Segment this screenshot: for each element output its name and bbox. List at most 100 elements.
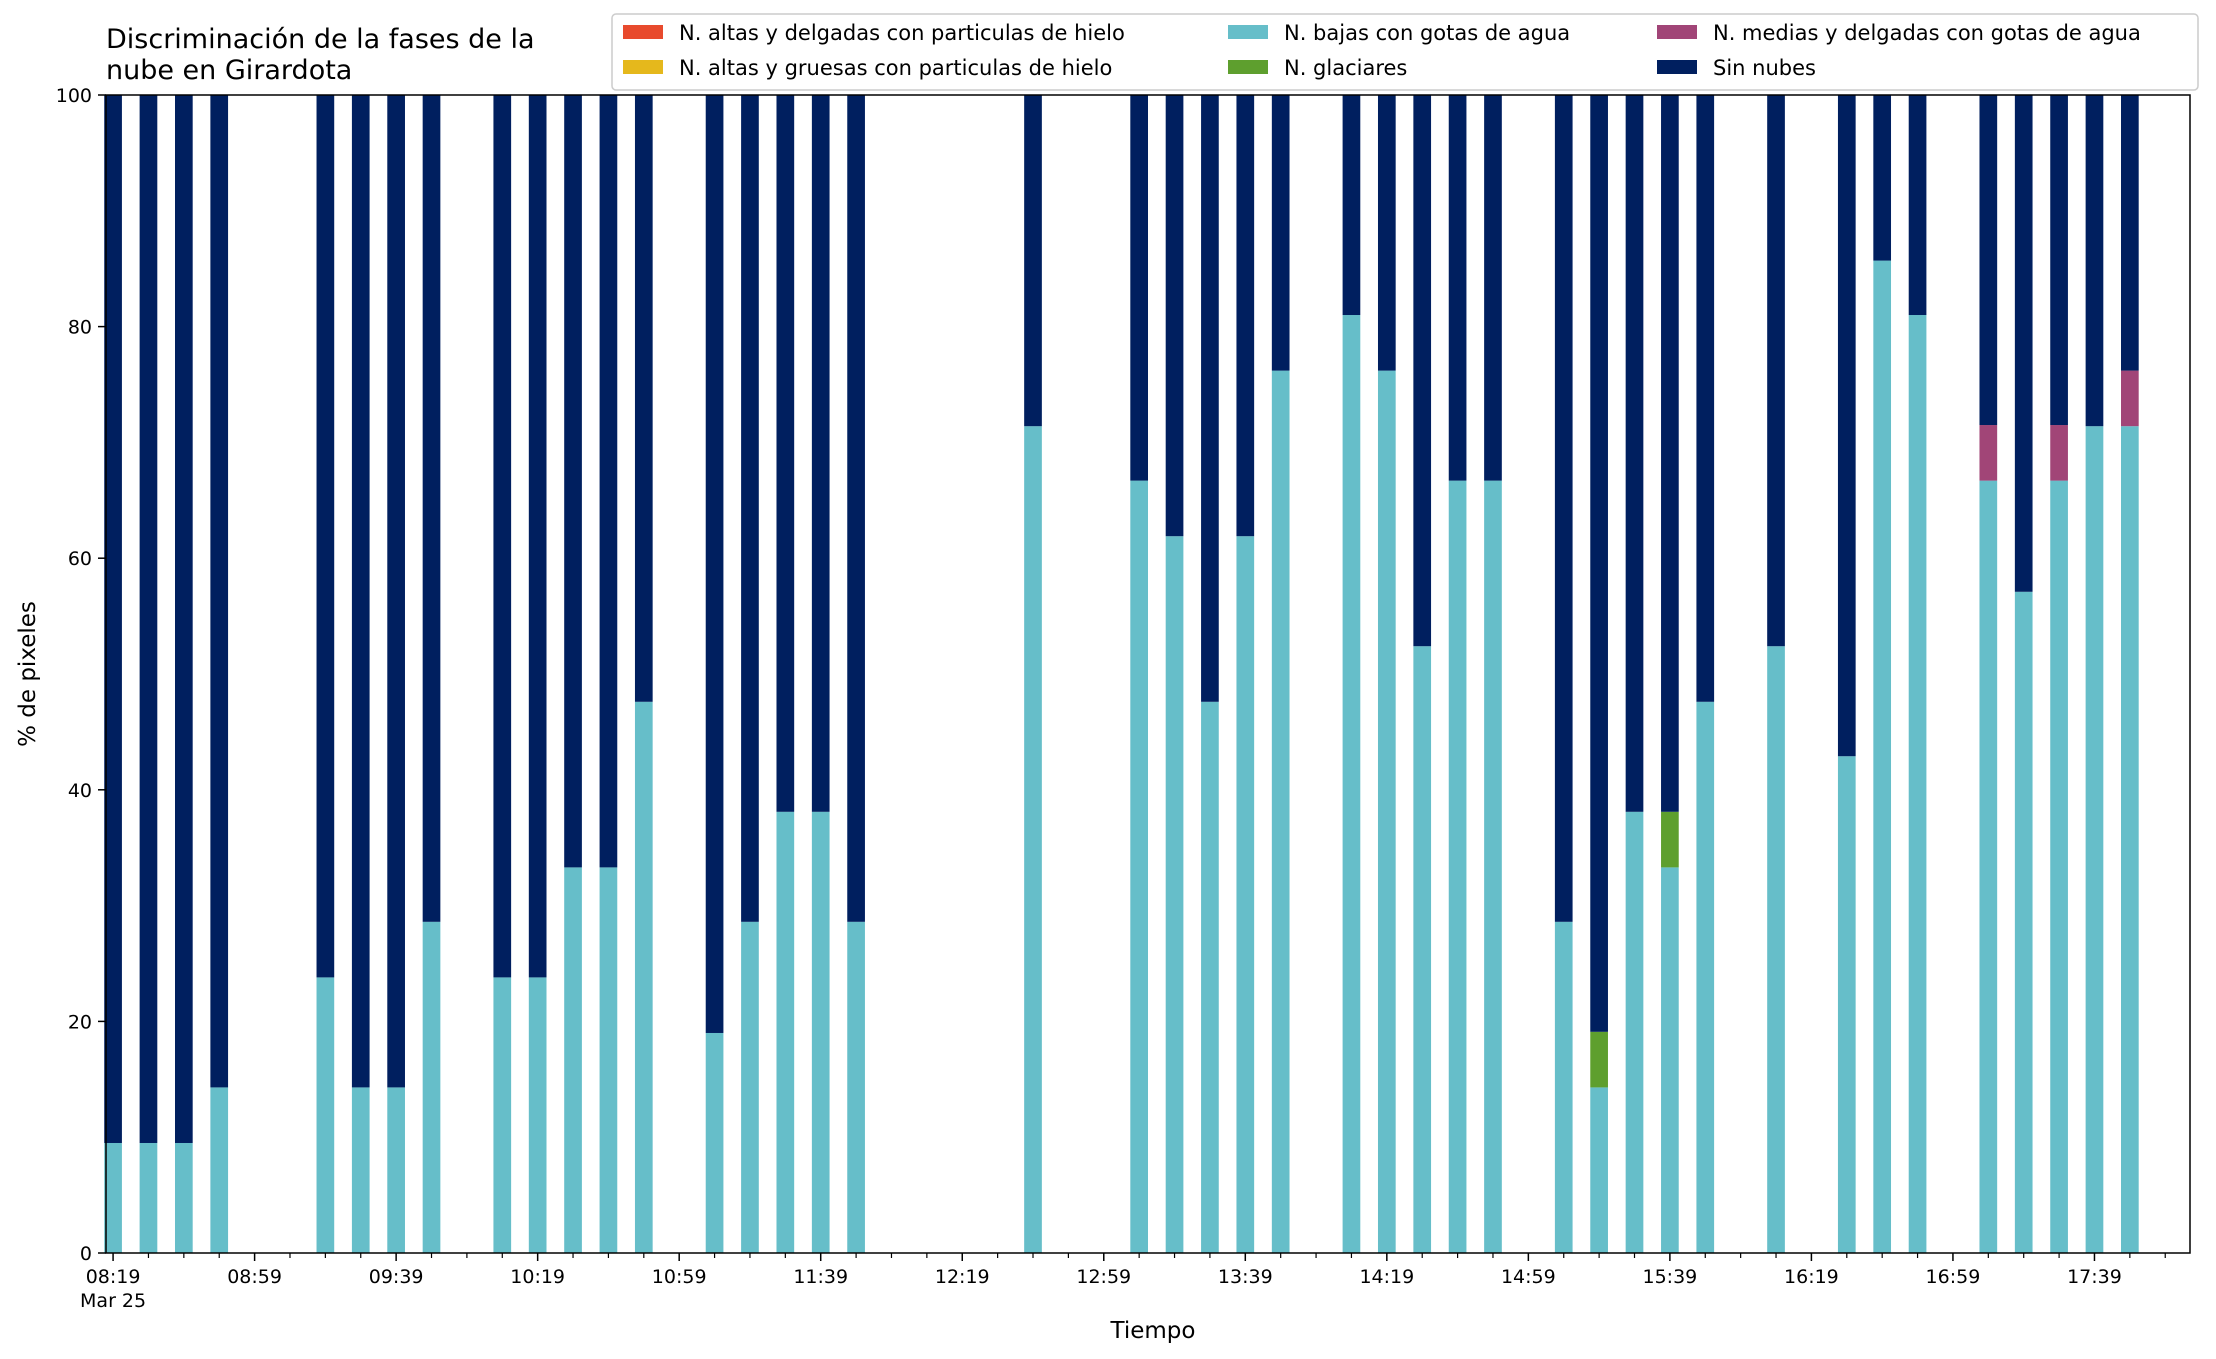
bar-segment-n_bajas (2121, 426, 2139, 1253)
y-tick-label: 20 (68, 1011, 92, 1033)
bar-segment-sin_nubes (2014, 95, 2033, 592)
bar-segment-sin_nubes (1979, 95, 1998, 426)
legend-label-n_altas_gruesas: N. altas y gruesas con particulas de hie… (679, 56, 1112, 80)
y-tick-label: 40 (68, 780, 92, 802)
bar-segment-n_bajas (2085, 426, 2104, 1253)
bar-segment-n_bajas (741, 921, 759, 1253)
x-tick-label: 15:39 (1643, 1266, 1698, 1288)
bar-segment-sin_nubes (1661, 95, 1679, 812)
legend-label-n_medias: N. medias y delgadas con gotas de agua (1713, 21, 2141, 45)
x-tick-label: 08:19 (86, 1266, 141, 1288)
bar-segment-sin_nubes (1130, 95, 1148, 481)
x-tick-label: 10:19 (510, 1266, 565, 1288)
bar-segment-sin_nubes (1024, 95, 1042, 427)
bar-segment-n_bajas (847, 921, 865, 1253)
bar-segment-n_bajas (1696, 701, 1715, 1253)
x-tick-label: 14:59 (1501, 1266, 1556, 1288)
bar-segment-n_bajas (564, 867, 582, 1253)
bar-segment-sin_nubes (1448, 95, 1467, 481)
title-line: Discriminación de la fases de la (106, 24, 535, 55)
bar-segment-sin_nubes (174, 95, 193, 1143)
legend-swatch-n_glaciares (1228, 60, 1268, 74)
legend-label-n_glaciares: N. glaciares (1284, 56, 1407, 80)
x-tick-label: 17:39 (2067, 1266, 2122, 1288)
bar-segment-n_bajas (1484, 480, 1502, 1253)
bar-segment-sin_nubes (634, 95, 653, 702)
bar-segment-sin_nubes (1484, 95, 1502, 481)
bar-segment-n_bajas (1837, 756, 1856, 1253)
bar-segment-n_bajas (1024, 426, 1042, 1253)
bar-segment-sin_nubes (1625, 95, 1644, 812)
legend-swatch-sin_nubes (1657, 60, 1697, 74)
bar-segment-sin_nubes (104, 95, 122, 1143)
bar-segment-n_glaciares (1661, 811, 1679, 868)
bar-segment-n_bajas (599, 867, 618, 1253)
bar-segment-n_bajas (1908, 315, 1927, 1253)
bar-segment-sin_nubes (1837, 95, 1856, 757)
x-axis-label: Tiempo (1110, 1318, 1196, 1344)
legend-label-sin_nubes: Sin nubes (1713, 56, 1816, 80)
bar-segment-n_bajas (351, 1087, 370, 1253)
bar-segment-sin_nubes (847, 95, 865, 922)
bar-segment-sin_nubes (1377, 95, 1396, 371)
bar-segment-sin_nubes (564, 95, 582, 868)
y-tick-label: 100 (56, 85, 92, 107)
bar-segment-n_bajas (387, 1087, 405, 1253)
bar-segment-sin_nubes (1413, 95, 1432, 647)
bar-segment-n_bajas (1377, 370, 1396, 1253)
bar-segment-n_bajas (1554, 921, 1573, 1253)
bar-segment-n_bajas (1767, 646, 1785, 1253)
bar-segment-n_bajas (528, 977, 547, 1253)
y-tick-label: 0 (80, 1243, 92, 1265)
bar-segment-sin_nubes (1271, 95, 1290, 371)
y-axis: 0 20 40 60 80 100 (56, 85, 106, 1265)
bar-segment-sin_nubes (1554, 95, 1573, 922)
legend-swatch-n_altas_gruesas (623, 60, 663, 74)
bar-segment-n_bajas (316, 977, 335, 1253)
bar-segment-n_medias (1979, 425, 1998, 481)
bar-segment-n_bajas (174, 1142, 193, 1253)
bar-segment-n_medias (2121, 370, 2139, 427)
bar-segment-n_bajas (104, 1142, 122, 1253)
bar-segment-sin_nubes (1342, 95, 1361, 316)
bar-segment-sin_nubes (2121, 95, 2139, 371)
bar-segment-n_bajas (2014, 591, 2033, 1253)
bar-segment-sin_nubes (210, 95, 229, 1088)
bar-segment-n_bajas (1448, 480, 1467, 1253)
bar-segment-sin_nubes (1767, 95, 1785, 647)
legend-label-n_bajas: N. bajas con gotas de agua (1284, 21, 1570, 45)
bar-segment-n_bajas (422, 921, 441, 1253)
bar-segment-sin_nubes (1590, 95, 1608, 1032)
bar-segment-sin_nubes (741, 95, 759, 922)
bar-segment-n_bajas (1873, 260, 1892, 1253)
x-tick-label: 10:59 (652, 1266, 707, 1288)
bar-segment-n_bajas (210, 1087, 229, 1253)
x-axis: 08:19 08:59 09:39 10:19 10:59 11:39 12:19 12:59… (80, 1253, 2166, 1312)
bar-segment-sin_nubes (1236, 95, 1255, 537)
bar-segment-n_bajas (1590, 1087, 1608, 1253)
bar-segment-n_bajas (1236, 536, 1255, 1253)
bars-layer (104, 95, 2139, 1253)
legend-swatch-n_bajas (1228, 25, 1268, 39)
x-tick-label: 09:39 (369, 1266, 424, 1288)
bar-segment-sin_nubes (493, 95, 512, 978)
bar-segment-n_bajas (493, 977, 512, 1253)
bar-segment-sin_nubes (1873, 95, 1892, 261)
x-tick-label: 13:39 (1218, 1266, 1273, 1288)
legend-box (611, 13, 2199, 91)
x-tick-label: 16:19 (1784, 1266, 1839, 1288)
bar-segment-n_bajas (811, 811, 830, 1253)
legend-swatch-n_medias (1657, 25, 1697, 39)
x-tick-label: 12:59 (1076, 1266, 1131, 1288)
y-axis-label: % de pixeles (15, 601, 41, 747)
x-tick-label: 14:19 (1359, 1266, 1414, 1288)
bar-segment-sin_nubes (776, 95, 795, 812)
bar-segment-sin_nubes (139, 95, 158, 1143)
bar-segment-n_medias (2050, 425, 2068, 481)
bar-segment-n_bajas (1201, 701, 1219, 1253)
x-tick-label: 11:39 (793, 1266, 848, 1288)
y-tick-label: 60 (68, 548, 92, 570)
